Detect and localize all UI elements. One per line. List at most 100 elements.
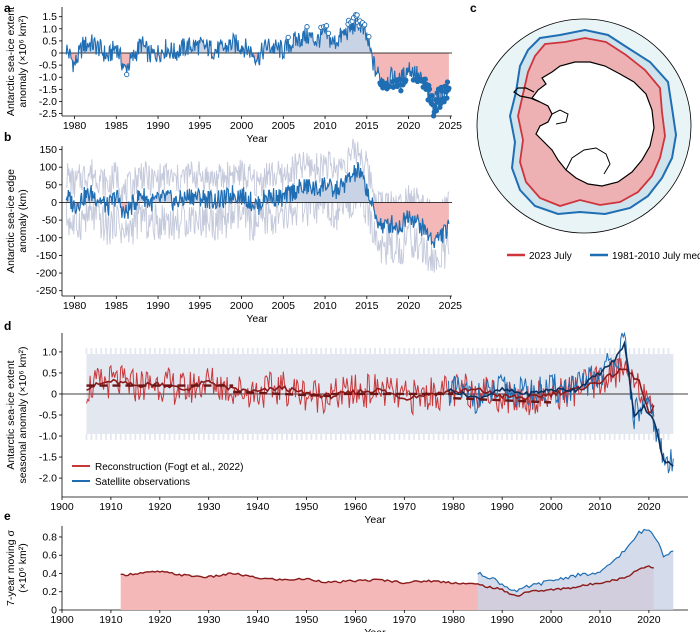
panel-a-y-tick-label: -0.5 — [39, 60, 57, 72]
panel-d-x-tick-label: 1990 — [490, 501, 514, 513]
panel-a-x-tick-label: 1985 — [105, 120, 129, 132]
panel-d-y-tick-label: -1.5 — [39, 452, 57, 464]
panel-a-extreme-point — [323, 23, 330, 29]
panel-a-extreme-point — [395, 81, 401, 88]
legend-reconstruction-label: Reconstruction (Fogt et al., 2022) — [95, 462, 243, 473]
panel-e-x-tick-label: 1970 — [393, 614, 417, 626]
panel-a-y-tick-label: -1.0 — [39, 72, 57, 84]
weddell-ice-shelf — [551, 109, 569, 125]
panel-a-extreme-point — [446, 85, 452, 91]
panel-a-y-tick-label: 0.5 — [42, 35, 57, 47]
panel-e-x-tick-label: 1950 — [295, 614, 319, 626]
panel-b-y-tick-label: -250 — [36, 285, 57, 297]
legend-median-label: 1981-2010 July median — [612, 251, 700, 262]
panel-a-positive-anomaly-fill — [66, 14, 449, 54]
panel-e-y-tick-label: 0.6 — [42, 550, 57, 562]
panel-e-y-tick-label: 0.2 — [42, 586, 57, 598]
panel-a-x-tick-label: 1995 — [188, 120, 212, 132]
panel-e-x-tick-label: 1920 — [148, 614, 172, 626]
panel-d: d Reconstruction (Fogt et al., 2022) Sat… — [4, 319, 688, 526]
panel-b-y-tick-label: -150 — [36, 250, 57, 262]
panel-a-extreme-point — [304, 24, 310, 30]
panel-d-satellite-smooth-line — [447, 340, 674, 467]
panel-e-x-tick-label: 1900 — [50, 614, 74, 626]
panel-d-x-tick-label: 2010 — [588, 501, 612, 513]
panel-b-x-tick-label: 2005 — [272, 300, 296, 312]
panel-a-x-tick-label: 2015 — [355, 120, 379, 132]
panel-d-y-axis-title-line: Antarctic sea-ice extent — [5, 360, 17, 469]
panel-d-y-axis-title-line: seasonal anomaly (×10⁶ km²) — [17, 346, 29, 483]
panel-c-label: c — [470, 1, 477, 15]
panel-b-x-tick-label: 2010 — [313, 300, 337, 312]
legend-satellite-label: Satellite observations — [95, 477, 190, 488]
panel-e-y-tick-label: 0.4 — [42, 568, 57, 580]
panel-b-positive-anomaly-fill — [66, 162, 449, 203]
panel-a-extreme-point — [422, 76, 428, 82]
panel-a-label: a — [4, 1, 11, 15]
panel-d-x-tick-label: 1910 — [99, 501, 123, 513]
panel-e-x-tick-label: 1990 — [490, 614, 514, 626]
panel-b-x-tick-label: 2025 — [439, 300, 463, 312]
panel-b-negative-anomaly-fill — [66, 202, 449, 248]
panel-e-x-tick-label: 1940 — [246, 614, 270, 626]
panel-a-x-tick-label: 2010 — [313, 120, 337, 132]
panel-d-satellite-line — [447, 331, 674, 474]
panel-d-x-tick-label: 1960 — [344, 501, 368, 513]
panel-d-reconstruction-smooth-line — [86, 367, 655, 414]
panel-d-x-tick-label: 1920 — [148, 501, 172, 513]
panel-e-y-axis-title-line: (×10⁶ km²) — [17, 543, 29, 593]
panel-b-y-tick-label: 50 — [45, 179, 57, 191]
panel-d-x-tick-label: 2000 — [539, 501, 563, 513]
panel-d-x-tick-label: 1900 — [50, 501, 74, 513]
panel-b-x-tick-label: 2020 — [397, 300, 421, 312]
panel-d-y-tick-label: -0.5 — [39, 410, 57, 422]
panel-a-extreme-point — [398, 88, 404, 94]
panel-e-label: e — [4, 509, 11, 523]
panel-a-extreme-point — [444, 95, 450, 101]
panel-b-x-axis-title: Year — [246, 313, 268, 325]
panel-d-x-tick-label: 1930 — [197, 501, 221, 513]
panel-b-x-tick-label: 1980 — [63, 300, 87, 312]
panel-b-x-tick-label: 2015 — [355, 300, 379, 312]
panel-a-x-tick-label: 2000 — [230, 120, 254, 132]
panel-a-negative-anomaly-fill — [66, 53, 449, 116]
panel-a-extreme-point — [124, 71, 130, 78]
legend-2023-label: 2023 July — [529, 251, 572, 262]
panel-e-x-tick-label: 2010 — [588, 614, 612, 626]
panel-d-x-tick-label: 1950 — [295, 501, 319, 513]
panel-a-extreme-point — [426, 86, 433, 92]
panel-e-x-axis-title: Year — [364, 627, 386, 632]
panel-a-extreme-point — [430, 102, 436, 108]
panel-b-y-tick-label: -200 — [36, 268, 57, 280]
panel-a-y-axis-title-line: anomaly (×10⁶ km²) — [17, 15, 29, 107]
panel-e-satellite-line — [477, 528, 674, 593]
panel-a-y-axis-title-line: Antarctic sea-ice extent — [5, 7, 17, 116]
panel-a-extreme-point — [444, 79, 451, 85]
panel-a-x-axis-title: Year — [246, 133, 268, 145]
panel-e-x-tick-label: 1980 — [442, 614, 466, 626]
panel-b-x-tick-label: 2000 — [230, 300, 254, 312]
panel-b-y-tick-label: -100 — [36, 232, 57, 244]
panel-a-extreme-point — [442, 83, 448, 90]
panel-a-extreme-point — [362, 22, 368, 28]
panel-a-y-tick-label: 0 — [51, 48, 57, 60]
panel-d-y-tick-label: 0 — [51, 388, 57, 400]
panel-a-y-tick-label: 1.0 — [42, 23, 57, 35]
panel-e-y-axis-title-line: 7-year moving σ — [5, 530, 17, 606]
panel-b-x-tick-label: 1985 — [105, 300, 129, 312]
panel-a-y-tick-label: 1.5 — [42, 11, 57, 23]
panel-a-y-tick-label: -2.0 — [39, 96, 57, 108]
panel-e-y-tick-label: 0 — [51, 605, 57, 617]
panel-d-trend-segment — [453, 396, 552, 404]
panel-b-y-tick-label: 150 — [39, 144, 57, 156]
antarctic-peninsula — [513, 87, 541, 103]
panel-e-satellite-area — [477, 529, 674, 610]
panel-a-extreme-point — [441, 99, 447, 105]
panel-a-extreme-point — [433, 108, 440, 114]
panel-a-extreme-point — [325, 30, 332, 36]
panel-d-trend-segment — [233, 390, 332, 398]
panel-a: a 1980 1985 1990 1995 2000 2005 2010 2015 2020 20… — [4, 1, 462, 145]
panel-b-y-axis-title-line: Antarctic sea-ice edge — [5, 169, 17, 273]
panel-e-x-tick-label: 2020 — [637, 614, 661, 626]
antarctica-coastline — [531, 61, 655, 187]
